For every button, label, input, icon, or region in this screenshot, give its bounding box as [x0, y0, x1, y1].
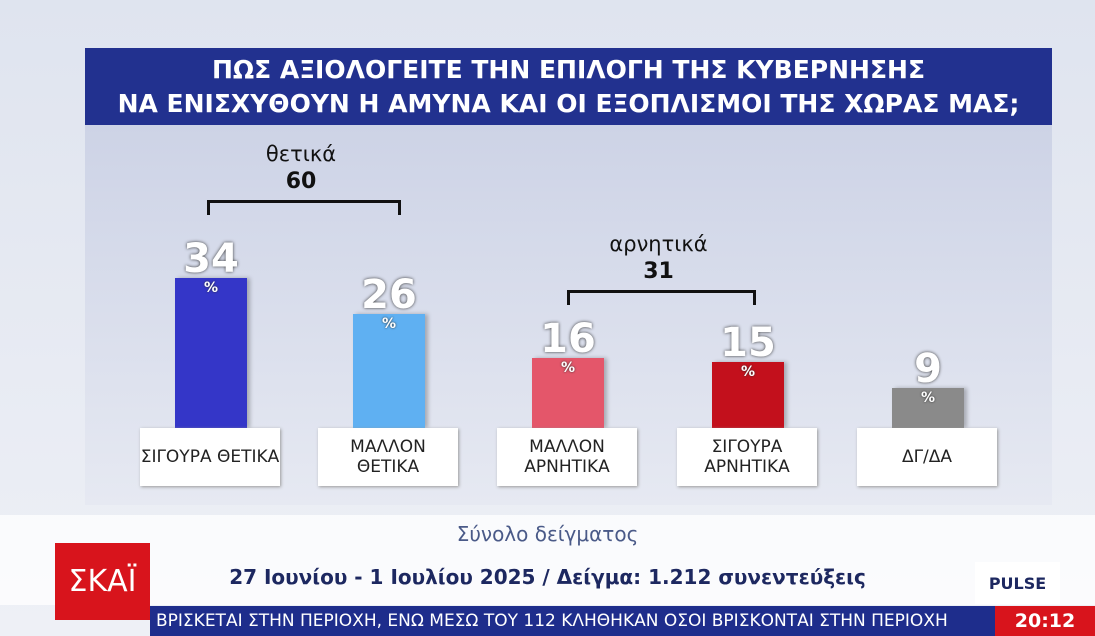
news-ticker: ΒΡΙΣΚΕΤΑΙ ΣΤΗΝ ΠΕΡΙΟΧΗ, ΕΝΩ ΜΕΣΩ ΤΟΥ 112… [150, 606, 995, 636]
chart-title: ΠΩΣ ΑΞΙΟΛΟΓΕΙΤΕ ΤΗΝ ΕΠΙΛΟΓΗ ΤΗΣ ΚΥΒΕΡΝΗΣ… [85, 48, 1052, 125]
bar [353, 313, 425, 428]
group-label: θετικά [265, 142, 337, 166]
bar [892, 388, 964, 428]
value-unit: % [381, 315, 397, 332]
title-line: ΝΑ ΕΝΙΣΧΥΘΟΥΝ Η ΑΜΥΝΑ ΚΑΙ ΟΙ ΕΞΟΠΛΙΣΜΟΙ … [117, 89, 1020, 118]
value-unit: % [203, 280, 219, 297]
group-total: 60 [285, 169, 317, 194]
value-unit: % [560, 359, 576, 376]
category-label: ΔΓ/ΔΑ [857, 428, 997, 486]
group-bracket [567, 290, 756, 305]
bar [712, 362, 784, 428]
title-line: ΠΩΣ ΑΞΙΟΛΟΓΕΙΤΕ ΤΗΝ ΕΠΙΛΟΓΗ ΤΗΣ ΚΥΒΕΡΝΗΣ… [211, 55, 926, 84]
channel-logo: ΣΚΑΪ [55, 543, 150, 620]
value-label: 15 [720, 320, 776, 366]
group-bracket [207, 200, 401, 215]
value-label: 34 [183, 236, 239, 283]
footer-subtitle: Σύνολο δείγματος [456, 522, 639, 546]
footer-band [0, 515, 1095, 605]
bar [175, 278, 247, 428]
group-total: 31 [643, 259, 674, 284]
category-label: ΜΑΛΛΟΝ ΑΡΝΗΤΙΚΑ [497, 428, 637, 486]
value-unit: % [740, 364, 756, 380]
value-label: 16 [540, 315, 596, 362]
category-label: ΣΙΓΟΥΡΑ ΘΕΤΙΚΑ [140, 428, 280, 486]
category-label: ΜΑΛΛΟΝ ΘΕΤΙΚΑ [318, 428, 458, 486]
value-label: 26 [361, 271, 417, 318]
category-label: ΣΙΓΟΥΡΑ ΑΡΝΗΤΙΚΑ [677, 428, 817, 486]
group-label: αρνητικά [609, 232, 708, 256]
pollster-logo: PULSE [975, 562, 1060, 604]
value-unit: % [920, 390, 936, 407]
clock: 20:12 [995, 606, 1095, 636]
footer-sample: 27 Ιουνίου - 1 Ιουλίου 2025 / Δείγμα: 1.… [229, 565, 866, 589]
value-label: 9 [914, 346, 942, 393]
bar [532, 357, 604, 428]
